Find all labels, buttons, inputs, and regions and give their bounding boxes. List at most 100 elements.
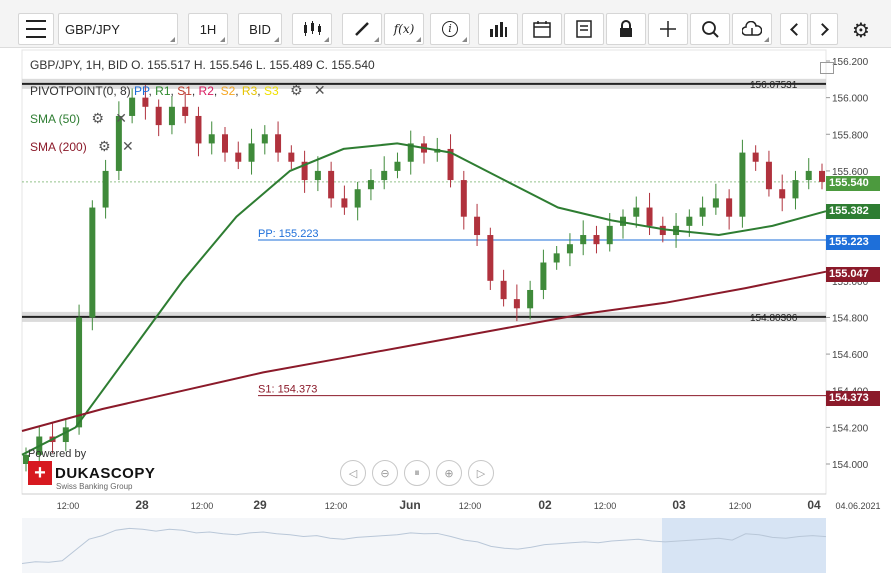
sma50-line: [21, 142, 827, 456]
candle-body: [62, 427, 69, 443]
bar-chart-icon: [490, 22, 507, 37]
indicators-button[interactable]: f(x): [384, 13, 424, 45]
pivot-legend[interactable]: PIVOTPOINT(0, 8) PP, R1, S1, R2, S2, R3,…: [30, 82, 326, 98]
pivot-level-pp: PP: [134, 84, 149, 98]
candle-body: [593, 235, 600, 245]
menu-button[interactable]: [18, 13, 54, 45]
candle-body: [553, 253, 560, 263]
close-icon[interactable]: ✕: [121, 138, 134, 154]
candle-body: [168, 106, 175, 126]
sma200-legend[interactable]: SMA (200) ⚙ ✕: [30, 138, 134, 155]
symbol-selector[interactable]: GBP/JPY: [58, 13, 178, 45]
logo-subtitle: Swiss Banking Group: [56, 482, 133, 491]
candle-body: [540, 262, 547, 290]
candle-body: [699, 207, 706, 217]
candle-body: [606, 225, 613, 245]
calendar-icon: [533, 21, 551, 38]
zoom-out-button[interactable]: ⊖: [372, 460, 398, 486]
candle-body: [328, 170, 335, 199]
scroll-right-button[interactable]: [810, 13, 838, 45]
pp-price-tag: 155.223: [826, 235, 880, 250]
timeframe-selector[interactable]: 1H: [188, 13, 228, 45]
gear-icon[interactable]: ⚙: [289, 82, 303, 98]
info-button[interactable]: i: [430, 13, 470, 45]
cloud-upload-icon: [742, 21, 762, 36]
sma50-label: SMA (50): [30, 112, 81, 126]
candle-body: [89, 207, 96, 318]
zoom-button[interactable]: [690, 13, 730, 45]
x-tick-label: 03: [672, 498, 686, 512]
candle-body: [513, 299, 520, 309]
chart-type-button[interactable]: [292, 13, 332, 45]
candle-body: [633, 207, 640, 217]
chart-navigation: ◁ ⊖ ⏸ ⊕ ▷: [340, 460, 494, 486]
settings-button[interactable]: ⚙: [852, 18, 870, 43]
candle-body: [394, 161, 401, 171]
x-tick-label: 28: [135, 498, 149, 512]
x-tick-label: 04.06.2021: [835, 501, 880, 511]
candle-body: [752, 152, 759, 162]
crosshair-button[interactable]: [648, 13, 688, 45]
candle-body: [819, 170, 825, 182]
candle-body: [474, 216, 481, 236]
candle-body: [195, 115, 202, 144]
pan-right-button[interactable]: ▷: [468, 460, 494, 486]
draw-button[interactable]: [342, 13, 382, 45]
price-side-label: BID: [249, 21, 271, 37]
pan-left-button[interactable]: ◁: [340, 460, 366, 486]
y-tick-label: 155.000: [832, 277, 869, 288]
sma200-label: SMA (200): [30, 140, 87, 154]
table-button[interactable]: [564, 13, 604, 45]
export-button[interactable]: [732, 13, 772, 45]
candle-body: [367, 180, 374, 190]
x-tick-label: 12:00: [325, 501, 348, 511]
close-icon[interactable]: ✕: [313, 82, 326, 98]
lock-button[interactable]: [606, 13, 646, 45]
top-band-label: 156.07531: [750, 80, 798, 91]
chart-area[interactable]: 156.200156.000155.800155.600155.400155.2…: [0, 48, 891, 573]
x-tick-label: 12:00: [191, 501, 214, 511]
chart-toolbar: GBP/JPY 1H BID f(x) i: [0, 0, 891, 48]
candle-body: [341, 198, 348, 208]
x-tick-label: 29: [253, 498, 267, 512]
gear-icon[interactable]: ⚙: [98, 138, 111, 154]
close-icon[interactable]: ✕: [115, 110, 127, 126]
candle-body: [182, 106, 189, 116]
candlestick-icon: [304, 21, 321, 36]
candle-body: [261, 134, 268, 144]
sma200-line: [21, 270, 827, 432]
sma50-legend[interactable]: SMA (50) ⚙ ✕: [30, 110, 127, 127]
candle-body: [659, 225, 666, 236]
pencil-icon: [355, 22, 369, 36]
x-tick-label: Jun: [399, 498, 420, 512]
pp-label: PP: 155.223: [258, 228, 319, 240]
gear-icon[interactable]: ⚙: [91, 110, 104, 126]
price-chart[interactable]: 156.200156.000155.800155.600155.400155.2…: [0, 48, 891, 573]
candle-body: [381, 170, 388, 181]
candle-body: [765, 161, 772, 190]
candle-body: [447, 148, 454, 181]
candle-body: [314, 170, 321, 181]
scroll-left-button[interactable]: [780, 13, 808, 45]
powered-by-text: Powered by: [28, 448, 87, 460]
table-icon: [576, 20, 592, 38]
ohlc-legend: GBP/JPY, 1H, BID O. 155.517 H. 155.546 L…: [30, 58, 375, 72]
zoom-icon: [702, 21, 719, 38]
reset-view-button[interactable]: ⏸: [404, 460, 430, 486]
candle-body: [354, 189, 361, 208]
candle-body: [155, 106, 162, 126]
current-price-tag: 155.540: [826, 176, 880, 191]
candle-body: [275, 134, 282, 153]
candle-body: [712, 198, 719, 208]
candle-body: [301, 161, 308, 181]
candle-body: [23, 454, 29, 464]
calendar-button[interactable]: [522, 13, 562, 45]
volume-button[interactable]: [478, 13, 518, 45]
fullscreen-icon[interactable]: [820, 62, 834, 74]
candle-body: [580, 235, 587, 245]
zoom-in-button[interactable]: ⊕: [436, 460, 462, 486]
crosshair-icon: [660, 21, 676, 37]
x-tick-label: 12:00: [594, 501, 617, 511]
price-side-selector[interactable]: BID: [238, 13, 282, 45]
bottom-band-label: 154.80306: [750, 313, 798, 324]
